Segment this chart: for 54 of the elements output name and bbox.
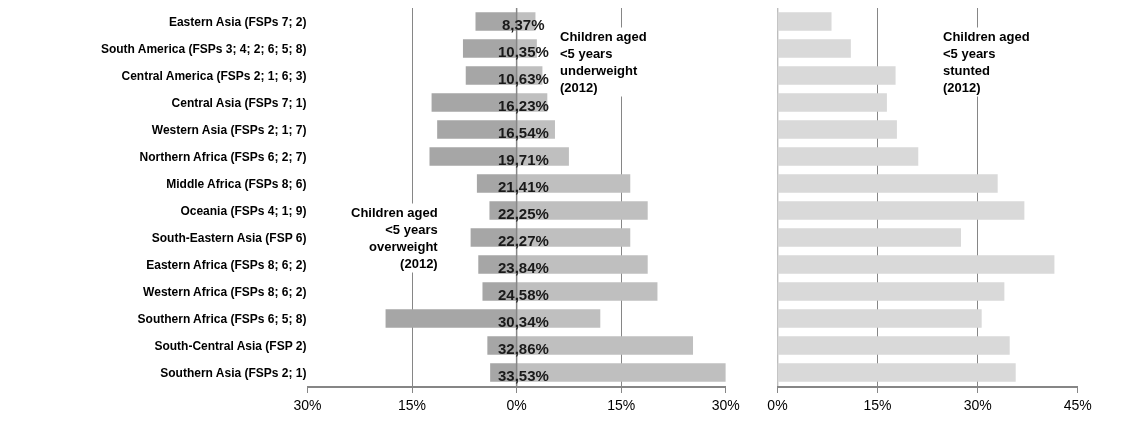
annotation: 21,41% bbox=[498, 178, 549, 195]
text: Children aged <5 years stunted (2012) bbox=[943, 29, 1030, 95]
y-tick-label: Southern Asia (FSPs 2; 1) bbox=[160, 365, 307, 380]
bar bbox=[777, 174, 998, 193]
y-tick-label: Eastern Africa (FSPs 8; 6; 2) bbox=[146, 257, 307, 272]
annotation: 19,71% bbox=[498, 151, 549, 168]
annotation: 8,37% bbox=[502, 16, 545, 33]
annotation: 22,27% bbox=[498, 232, 549, 249]
bar bbox=[777, 255, 1055, 274]
bar bbox=[777, 93, 887, 112]
x-tick-label: 15% bbox=[607, 396, 636, 413]
annotation: 10,35% bbox=[498, 43, 549, 60]
y-tick-label: Central America (FSPs 2; 1; 6; 3) bbox=[121, 68, 307, 83]
x-tick-label: 30% bbox=[711, 396, 740, 413]
y-tick-label: Oceania (FSPs 4; 1; 9) bbox=[180, 203, 307, 218]
bar bbox=[777, 336, 1010, 355]
y-tick-label: Northern Africa (FSPs 6; 2; 7) bbox=[139, 149, 307, 164]
annotation: 16,54% bbox=[498, 124, 549, 141]
x-tick-label: 0% bbox=[767, 396, 788, 413]
x-tick-label: 15% bbox=[863, 396, 892, 413]
annotation: 16,23% bbox=[498, 97, 549, 114]
y-tick-label: South-Central Asia (FSP 2) bbox=[154, 338, 307, 353]
annotation: 10,63% bbox=[498, 70, 549, 87]
annotation: 23,84% bbox=[498, 259, 549, 276]
bar bbox=[777, 66, 896, 85]
x-tick-label: 30% bbox=[963, 396, 992, 413]
annotation: 32,86% bbox=[498, 340, 549, 357]
annotation: 24,58% bbox=[498, 286, 549, 303]
y-tick-label: Central Asia (FSPs 7; 1) bbox=[171, 95, 307, 110]
bar bbox=[777, 282, 1005, 301]
y-tick-label: Southern Africa (FSPs 6; 5; 8) bbox=[137, 311, 307, 326]
y-tick-label: Western Africa (FSPs 8; 6; 2) bbox=[143, 284, 307, 299]
bar bbox=[777, 201, 1025, 220]
text: Children aged <5 years overweight (2012) bbox=[351, 205, 439, 271]
annotation: 30,34% bbox=[498, 313, 549, 330]
bar bbox=[777, 120, 897, 139]
annotation: 33,53% bbox=[498, 367, 549, 384]
annotation: 22,25% bbox=[498, 205, 549, 222]
x-tick-label: 0% bbox=[506, 396, 527, 413]
bar bbox=[777, 363, 1016, 382]
x-tick-label: 45% bbox=[1063, 396, 1092, 413]
y-tick-label: Middle Africa (FSPs 8; 6) bbox=[166, 176, 307, 191]
y-tick-label: South America (FSPs 3; 4; 2; 6; 5; 8) bbox=[100, 41, 307, 56]
y-tick-label: Eastern Asia (FSPs 7; 2) bbox=[168, 14, 307, 29]
bar bbox=[777, 147, 919, 166]
y-tick-label: South-Eastern Asia (FSP 6) bbox=[151, 230, 307, 245]
bar bbox=[777, 39, 851, 58]
bar bbox=[777, 228, 961, 247]
x-tick-label: 15% bbox=[398, 396, 427, 413]
bar bbox=[777, 12, 832, 31]
bar bbox=[777, 309, 982, 328]
series-label: Children aged <5 years underweight (2012) bbox=[560, 29, 647, 95]
x-tick-label: 30% bbox=[293, 396, 322, 413]
y-tick-label: Western Asia (FSPs 2; 1; 7) bbox=[151, 122, 307, 137]
